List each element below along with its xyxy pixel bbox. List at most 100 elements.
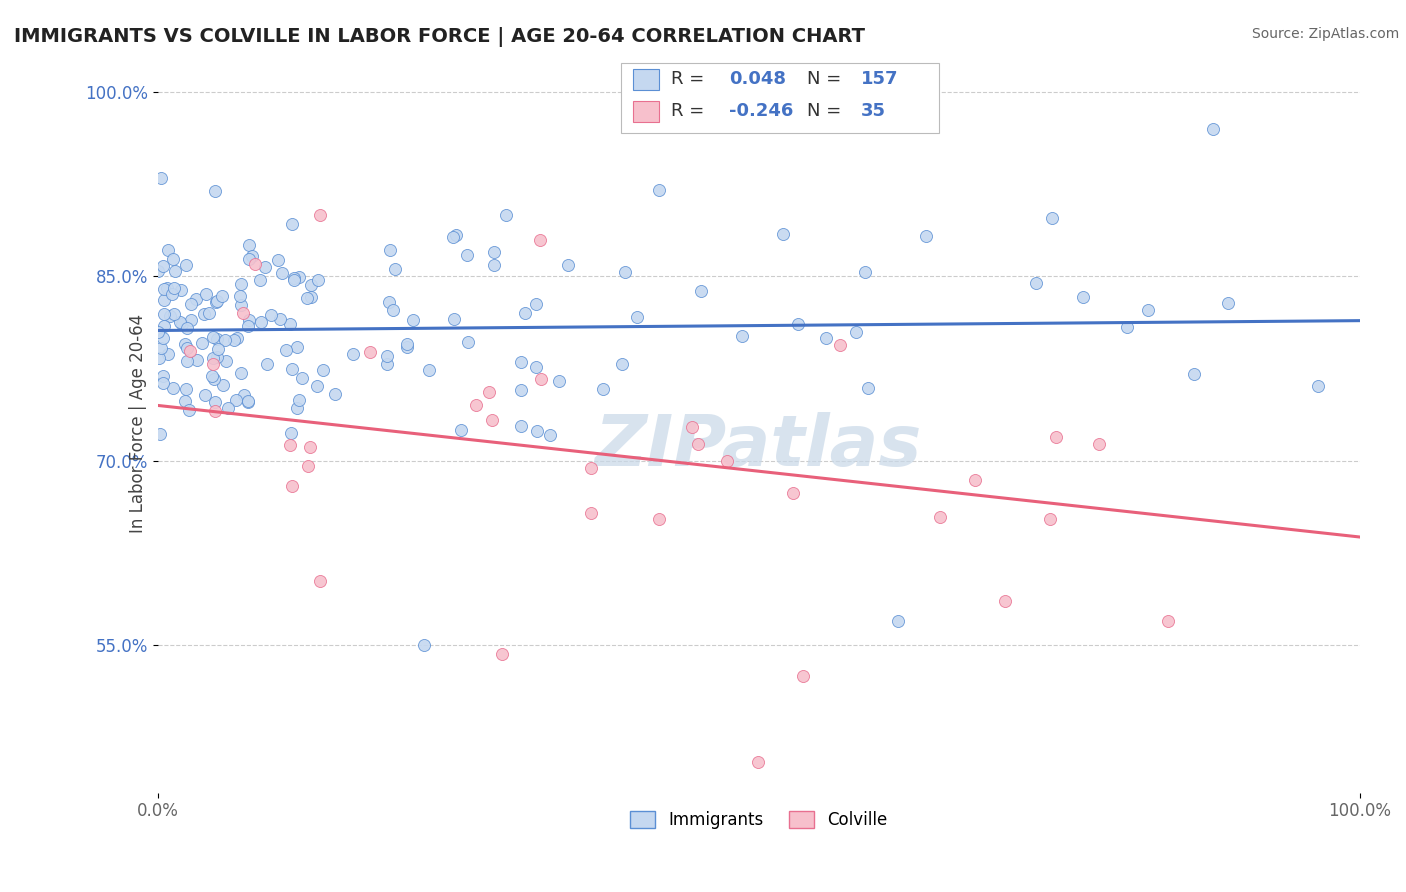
Point xyxy=(375,349,398,363)
Point xyxy=(202,372,225,386)
Point xyxy=(180,297,202,311)
Point xyxy=(172,317,194,331)
Point xyxy=(186,292,208,306)
Point xyxy=(280,218,302,232)
Point xyxy=(1156,614,1178,628)
Point xyxy=(152,369,174,384)
Point xyxy=(450,423,472,437)
Point xyxy=(152,331,174,345)
Point xyxy=(384,261,406,276)
Point xyxy=(217,401,239,415)
Point xyxy=(307,273,329,287)
Point xyxy=(176,341,198,355)
Point xyxy=(342,347,364,361)
Point xyxy=(238,252,260,266)
Point xyxy=(285,401,308,416)
Point xyxy=(309,208,332,222)
Point xyxy=(782,485,804,500)
Point xyxy=(194,286,217,301)
Point xyxy=(205,293,228,308)
Point xyxy=(224,333,246,347)
Point xyxy=(481,413,503,427)
Point xyxy=(160,286,183,301)
Point xyxy=(281,479,304,493)
Point xyxy=(283,270,305,285)
Point xyxy=(169,315,191,329)
Point xyxy=(162,252,184,266)
Text: 0.048: 0.048 xyxy=(728,70,786,88)
Point xyxy=(828,337,851,351)
Point xyxy=(153,282,176,296)
Point xyxy=(375,357,398,371)
Text: N =: N = xyxy=(807,103,841,120)
Point xyxy=(396,337,419,351)
Point xyxy=(887,614,910,628)
Point xyxy=(163,307,186,321)
Point xyxy=(174,382,197,396)
Point xyxy=(201,351,224,365)
Point xyxy=(299,290,322,304)
Point xyxy=(194,388,217,402)
Text: ZIPatlas: ZIPatlas xyxy=(595,411,922,481)
Point xyxy=(457,334,479,349)
Text: R =: R = xyxy=(671,70,704,88)
FancyBboxPatch shape xyxy=(633,101,659,121)
Point xyxy=(359,345,381,359)
Point xyxy=(201,357,224,371)
Point xyxy=(228,289,250,303)
Point xyxy=(229,298,252,312)
Point xyxy=(198,306,221,320)
Text: IMMIGRANTS VS COLVILLE IN LABOR FORCE | AGE 20-64 CORRELATION CHART: IMMIGRANTS VS COLVILLE IN LABOR FORCE | … xyxy=(14,27,865,46)
Point xyxy=(226,331,249,345)
Point xyxy=(191,335,214,350)
Point xyxy=(280,426,302,441)
Point xyxy=(444,228,467,243)
Point xyxy=(254,260,277,274)
Point xyxy=(232,305,254,319)
Point xyxy=(152,376,174,390)
Point xyxy=(477,384,499,399)
Point xyxy=(464,398,486,412)
Point xyxy=(557,258,579,272)
Point xyxy=(323,387,346,401)
Point xyxy=(162,281,184,295)
Point xyxy=(174,394,197,409)
Point xyxy=(690,284,713,298)
Point xyxy=(526,359,548,374)
Point xyxy=(205,350,228,364)
Point xyxy=(152,307,174,321)
Point xyxy=(510,354,533,368)
Point xyxy=(418,362,440,376)
Point xyxy=(179,343,201,358)
Point xyxy=(278,317,301,331)
Point xyxy=(681,420,703,434)
Point xyxy=(547,374,569,388)
Point xyxy=(238,238,260,252)
Point xyxy=(159,310,181,324)
Point xyxy=(287,340,309,354)
Point xyxy=(1306,379,1329,393)
Point xyxy=(214,333,236,347)
Point xyxy=(524,297,547,311)
Point xyxy=(482,259,505,273)
Point xyxy=(146,264,169,278)
Point xyxy=(231,277,253,292)
Point xyxy=(1045,430,1067,444)
Point xyxy=(928,510,950,524)
Point xyxy=(205,295,228,310)
Point xyxy=(688,437,710,451)
Point xyxy=(378,243,401,257)
Point xyxy=(482,245,505,260)
Point xyxy=(1216,296,1239,310)
Point xyxy=(731,329,754,343)
Point xyxy=(236,319,259,334)
Point xyxy=(236,393,259,408)
Point xyxy=(612,357,634,371)
Point xyxy=(1071,290,1094,304)
Legend: Immigrants, Colville: Immigrants, Colville xyxy=(623,805,894,836)
Point xyxy=(1039,512,1062,526)
Point xyxy=(772,227,794,241)
Point xyxy=(238,313,260,327)
Point xyxy=(256,357,278,371)
Point xyxy=(648,183,671,197)
